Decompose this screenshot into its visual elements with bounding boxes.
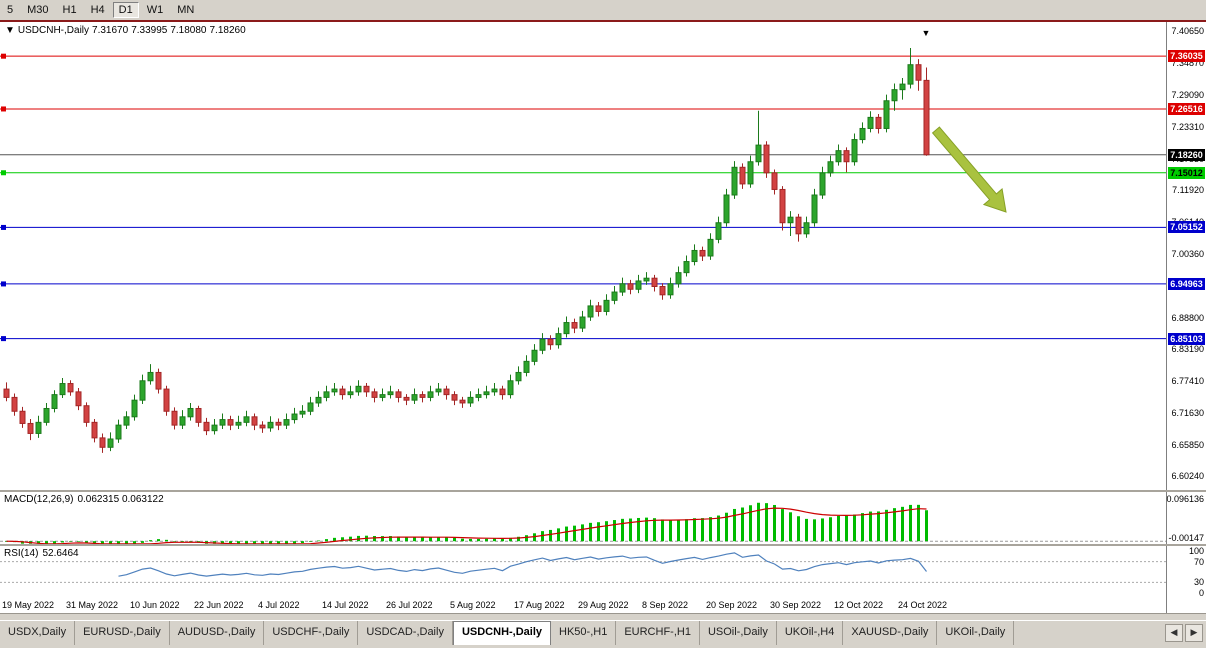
date-axis-label: 17 Aug 2022 — [514, 600, 565, 610]
price-level-badge: 7.26516 — [1168, 102, 1205, 115]
candlestick-chart[interactable]: ▼ — [0, 22, 1166, 490]
date-axis-label: 20 Sep 2022 — [706, 600, 758, 610]
chart-tab[interactable]: EURCHF-,H1 — [616, 621, 700, 645]
price-axis-label: 7.11920 — [1172, 184, 1204, 195]
chart-tab[interactable]: AUDUSD-,Daily — [170, 621, 265, 645]
rsi-label: RSI(14) 52.6464 — [4, 548, 83, 559]
price-axis-label: 6.83190 — [1171, 344, 1204, 355]
quote-header: ▼ USDCNH-,Daily 7.31670 7.33995 7.18080 7.182… — [5, 25, 249, 36]
macd-label: MACD(12,26,9) 0.062315 0.063122 — [4, 494, 168, 505]
price-axis-label: 6.71630 — [1171, 408, 1204, 419]
time-axis-corner — [1166, 598, 1206, 613]
macd-axis-label: 0.096136 — [1166, 494, 1204, 504]
price-axis-label: 6.65850 — [1171, 440, 1204, 451]
trend-arrow-object — [931, 126, 1007, 213]
timeframe-h4[interactable]: H4 — [84, 2, 111, 18]
date-axis-label: 31 May 2022 — [66, 600, 119, 610]
date-axis-label: 14 Jul 2022 — [322, 600, 369, 610]
date-axis-label: 30 Sep 2022 — [770, 600, 822, 610]
pane-separator[interactable] — [0, 544, 1206, 546]
main-chart-pane[interactable]: ▼ ▼ USDCNH-,Daily 7.31670 7.33995 7.18080 7.1… — [0, 22, 1206, 490]
chart-tab[interactable]: EURUSD-,Daily — [75, 621, 170, 645]
rsi-axis-label: 30 — [1193, 577, 1204, 588]
chart-window: ▼ ▼ USDCNH-,Daily 7.31670 7.33995 7.18080 7.1… — [0, 20, 1206, 613]
macd-values: 0.062315 0.063122 — [77, 494, 164, 505]
price-level-badge: 7.36035 — [1168, 50, 1205, 63]
rsi-value: 52.6464 — [42, 548, 79, 559]
chart-tab-bar: USDX,Daily EURUSD-,Daily AUDUSD-,Daily U… — [0, 620, 1206, 645]
date-axis-label: 8 Sep 2022 — [642, 600, 689, 610]
quote-open: 7.31670 — [92, 25, 129, 36]
rsi-axis[interactable]: 100 70 30 0 — [1166, 546, 1206, 598]
date-axis-label: 12 Oct 2022 — [834, 600, 884, 610]
quote-low: 7.18080 — [170, 25, 207, 36]
collapse-triangle-icon[interactable]: ▼ — [5, 25, 15, 36]
down-marker-icon: ▼ — [922, 28, 931, 38]
price-axis-label: 7.23310 — [1171, 121, 1204, 132]
chart-tab[interactable]: USDCHF-,Daily — [264, 621, 359, 645]
macd-pane[interactable]: MACD(12,26,9) 0.062315 0.063122 0.096136 -… — [0, 492, 1206, 544]
time-axis[interactable]: 19 May 2022 31 May 2022 10 Jun 2022 22 Jun … — [0, 598, 1206, 613]
price-axis-label: 6.88800 — [1171, 313, 1204, 324]
price-level-badge: 6.94963 — [1168, 277, 1205, 290]
price-axis[interactable]: 7.406507.348707.290907.233107.175307.119… — [1166, 22, 1206, 490]
date-axis-label: 26 Jul 2022 — [386, 600, 433, 610]
tab-scroll-right-icon[interactable]: ▶ — [1185, 624, 1203, 642]
quote-close: 7.18260 — [209, 25, 246, 36]
price-level-badge: 6.85103 — [1168, 332, 1205, 345]
timeframe-m30[interactable]: M30 — [21, 2, 55, 18]
chart-tab[interactable]: UKOil-,H4 — [777, 621, 844, 645]
quote-symbol: USDCNH-,Daily — [17, 25, 90, 36]
rsi-pane[interactable]: RSI(14) 52.6464 100 70 30 0 — [0, 546, 1206, 598]
timeframe-d1[interactable]: D1 — [112, 2, 139, 18]
price-axis-label: 6.77410 — [1171, 376, 1204, 387]
timeframe-toolbar: 5 M30 H1 H4 D1 W1 MN — [0, 0, 1206, 20]
timeframe-m5-partial[interactable]: 5 — [1, 2, 20, 18]
price-level-badge: 7.05152 — [1168, 221, 1205, 234]
chart-bottom-strip — [0, 613, 1206, 620]
rsi-axis-label: 70 — [1193, 556, 1204, 567]
chart-tab[interactable]: USDCAD-,Daily — [358, 621, 453, 645]
tab-scroll-left-icon[interactable]: ◀ — [1165, 624, 1183, 642]
chart-tab-active[interactable]: USDCNH-,Daily — [452, 621, 552, 645]
price-axis-label: 7.40650 — [1171, 25, 1204, 36]
timeframe-mn[interactable]: MN — [171, 2, 201, 18]
macd-axis[interactable]: 0.096136 -0.00147 — [1166, 492, 1206, 544]
chart-tab[interactable]: UKOil-,Daily — [937, 621, 1015, 645]
chart-tab[interactable]: USOil-,Daily — [700, 621, 777, 645]
quote-high: 7.33995 — [131, 25, 168, 36]
date-axis-label: 10 Jun 2022 — [130, 600, 180, 610]
timeframe-w1[interactable]: W1 — [140, 2, 170, 18]
price-axis-label: 7.34870 — [1171, 57, 1204, 68]
macd-name: MACD(12,26,9) — [4, 494, 74, 505]
rsi-axis-label: 100 — [1188, 546, 1204, 556]
macd-axis-label: -0.00147 — [1168, 533, 1204, 543]
candlesticks — [3, 48, 930, 453]
timeframe-h1[interactable]: H1 — [56, 2, 83, 18]
rsi-chart[interactable] — [0, 546, 1166, 598]
chart-tab[interactable]: HK50-,H1 — [551, 621, 617, 645]
rsi-name: RSI(14) — [4, 548, 39, 559]
price-axis-label: 6.60240 — [1171, 471, 1204, 482]
date-axis-label: 4 Jul 2022 — [258, 600, 300, 610]
date-axis-label: 24 Oct 2022 — [898, 600, 948, 610]
macd-chart[interactable] — [0, 492, 1166, 544]
price-level-badge: 7.15012 — [1168, 166, 1205, 179]
chart-tab[interactable]: USDX,Daily — [0, 621, 76, 645]
date-axis-label: 19 May 2022 — [2, 600, 55, 610]
pane-separator[interactable] — [0, 490, 1206, 492]
date-axis-label: 29 Aug 2022 — [578, 600, 629, 610]
date-axis-label: 22 Jun 2022 — [194, 600, 244, 610]
price-axis-label: 7.29090 — [1171, 89, 1204, 100]
price-axis-label: 7.00360 — [1171, 249, 1204, 259]
tab-scroll-controls: ◀ ▶ — [1162, 621, 1206, 645]
rsi-axis-label: 0 — [1198, 588, 1204, 598]
chart-tab[interactable]: XAUUSD-,Daily — [843, 621, 938, 645]
price-level-badge: 7.18260 — [1168, 148, 1205, 161]
date-axis-label: 5 Aug 2022 — [450, 600, 496, 610]
